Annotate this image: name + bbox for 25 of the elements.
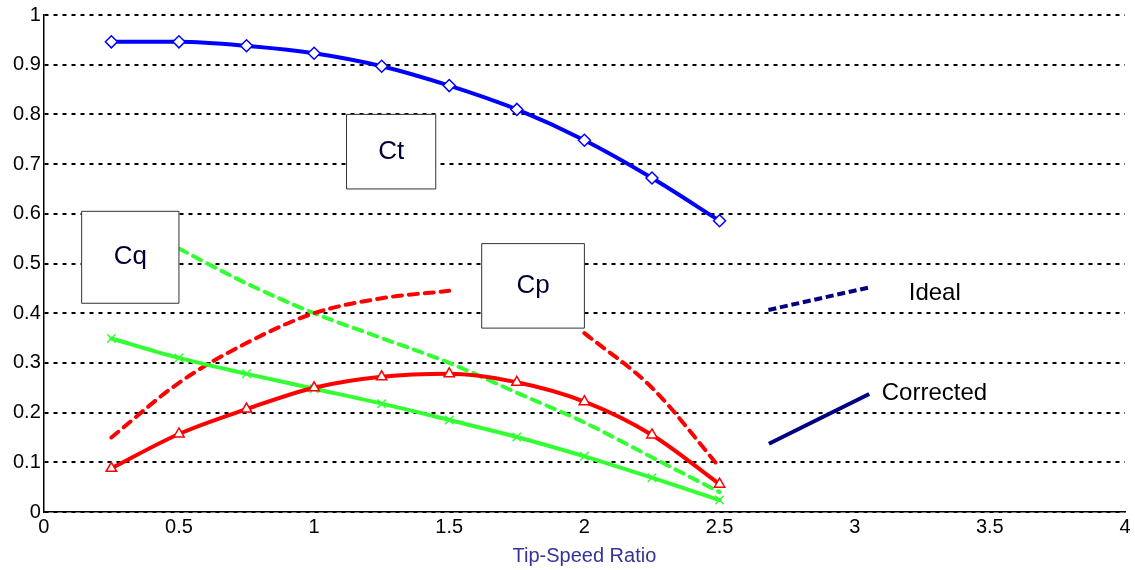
y-tick-label: 0.8 [12, 101, 41, 124]
y-tick-label: 0.9 [12, 52, 41, 75]
x-axis-title: Tip-Speed Ratio [512, 543, 657, 566]
x-tick-label: 3.5 [975, 514, 1004, 537]
y-tick-label: 0.4 [12, 300, 41, 323]
y-tick-label: 0.6 [12, 201, 41, 224]
x-tick-label: 0.5 [165, 514, 193, 537]
y-tick-label: 1 [29, 2, 41, 25]
text: Cp [516, 269, 550, 300]
y-tick-label: 0.3 [12, 350, 41, 373]
x-tick-label: 1.5 [435, 514, 464, 537]
annotation: Corrected [881, 377, 988, 406]
text: Ct [378, 134, 405, 165]
y-tick-label: 0.1 [12, 449, 41, 472]
x-tick-label: 2.5 [705, 514, 734, 537]
y-tick-label: 0.5 [12, 251, 41, 274]
x-tick-label: 2 [578, 514, 590, 537]
x-tick-label: 1 [308, 514, 320, 537]
x-tick-label: 3 [849, 514, 861, 537]
x-tick-label: 4 [1119, 514, 1131, 537]
text: Cq [113, 240, 147, 271]
y-tick-label: 0.7 [12, 151, 41, 174]
annotation: Ideal [908, 278, 961, 307]
y-tick-label: 0.2 [12, 400, 41, 423]
y-tick-label: 0 [29, 499, 41, 522]
